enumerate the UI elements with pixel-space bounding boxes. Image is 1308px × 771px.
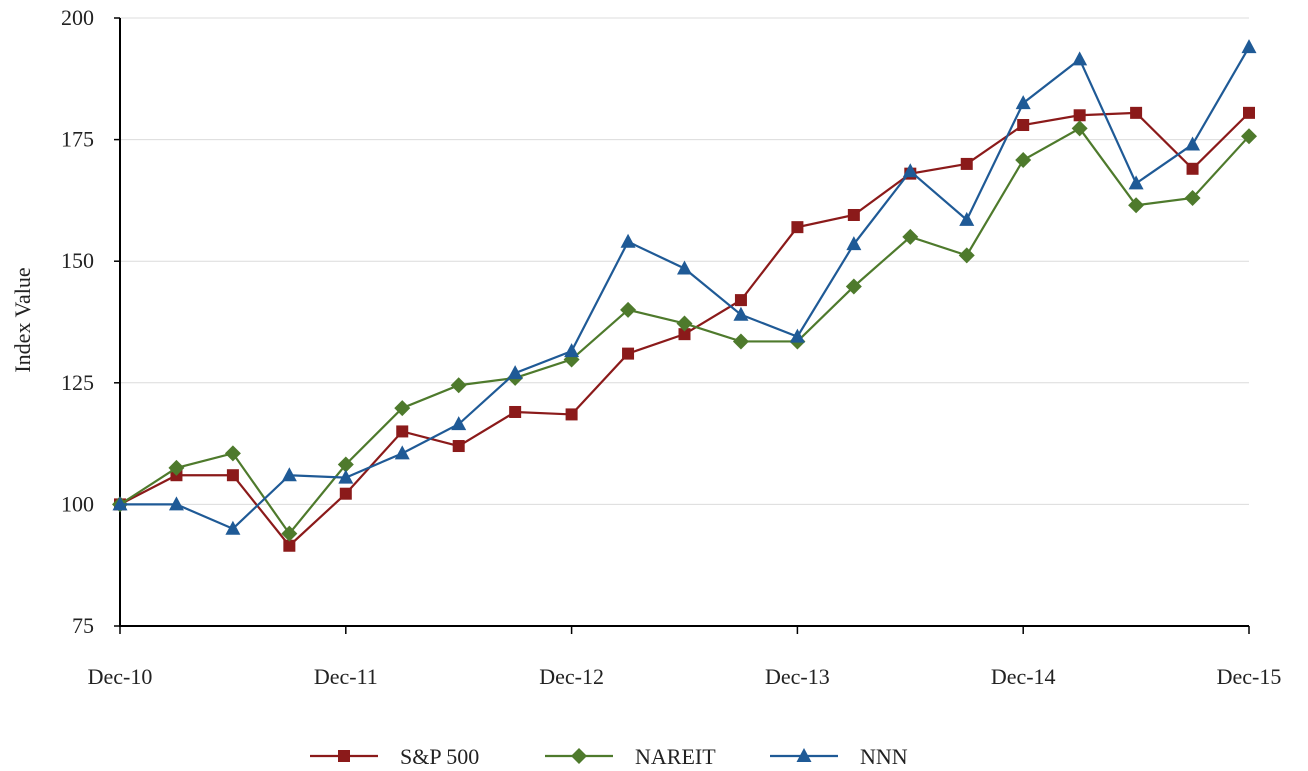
data-point xyxy=(281,467,297,482)
data-point xyxy=(960,157,973,170)
data-point xyxy=(789,328,805,343)
data-point xyxy=(1073,109,1086,122)
legend-marker xyxy=(338,750,350,762)
data-point xyxy=(283,539,296,552)
data-point xyxy=(1185,136,1201,151)
data-point xyxy=(168,496,184,511)
data-point xyxy=(1128,197,1145,214)
data-point xyxy=(732,333,749,350)
x-tick-label: Dec-15 xyxy=(1217,664,1282,689)
y-tick-label: 175 xyxy=(61,127,94,152)
legend-item: S&P 500 xyxy=(310,744,479,769)
y-tick-labels: 75 100 125 150 175 200 xyxy=(61,5,120,638)
data-point xyxy=(224,445,241,462)
data-point xyxy=(394,445,410,460)
data-point xyxy=(676,315,693,332)
legend-item: NNN xyxy=(770,744,908,769)
data-point xyxy=(565,408,578,421)
x-tick-labels: Dec-10 Dec-11 Dec-12 Dec-13 Dec-14 Dec-15 xyxy=(88,626,1282,689)
data-point xyxy=(338,469,354,484)
data-point xyxy=(902,163,918,178)
data-point xyxy=(507,365,523,380)
data-point xyxy=(112,496,128,511)
data-point xyxy=(1241,39,1257,54)
data-point xyxy=(959,211,975,226)
data-point xyxy=(281,525,298,542)
data-point xyxy=(452,440,465,453)
y-tick-label: 125 xyxy=(61,370,94,395)
data-point xyxy=(845,278,862,295)
legend: S&P 500 NAREIT NNN xyxy=(310,744,908,769)
data-point xyxy=(847,208,860,221)
data-point xyxy=(394,400,411,417)
data-point xyxy=(958,247,975,264)
data-point xyxy=(846,236,862,251)
y-axis-title: Index Value xyxy=(10,267,35,372)
series-triangle xyxy=(112,39,1257,535)
data-point xyxy=(678,328,691,341)
data-point xyxy=(451,416,467,431)
data-point xyxy=(791,221,804,234)
legend-label: NAREIT xyxy=(635,744,716,769)
data-point xyxy=(620,233,636,248)
data-point xyxy=(168,459,185,476)
x-tick-label: Dec-10 xyxy=(88,664,153,689)
data-point xyxy=(1015,95,1031,110)
data-point xyxy=(1241,128,1257,145)
data-point xyxy=(1015,152,1032,169)
data-point xyxy=(677,260,692,275)
data-point xyxy=(1130,106,1143,119)
legend-marker xyxy=(796,748,812,762)
data-point xyxy=(733,306,749,321)
data-point xyxy=(734,294,747,307)
y-tick-label: 75 xyxy=(72,613,94,638)
series-diamond xyxy=(112,120,1257,542)
data-point xyxy=(620,301,637,318)
y-tick-label: 200 xyxy=(61,5,94,30)
data-point xyxy=(1186,162,1199,175)
x-tick-label: Dec-12 xyxy=(539,664,604,689)
data-point xyxy=(509,405,522,418)
data-point xyxy=(1072,51,1088,66)
data-point xyxy=(1071,120,1088,137)
data-point xyxy=(1184,189,1201,206)
x-tick-label: Dec-14 xyxy=(991,664,1056,689)
axes xyxy=(119,18,1249,627)
series-layer xyxy=(112,39,1257,552)
y-tick-label: 150 xyxy=(61,248,94,273)
data-point xyxy=(225,520,241,535)
data-point xyxy=(339,487,352,500)
x-tick-label: Dec-13 xyxy=(765,664,830,689)
data-point xyxy=(226,469,239,482)
y-tick-label: 100 xyxy=(61,491,94,516)
legend-label: S&P 500 xyxy=(400,744,479,769)
data-point xyxy=(1128,175,1144,190)
data-point xyxy=(396,425,409,438)
x-tick-label: Dec-11 xyxy=(314,664,378,689)
data-point xyxy=(622,347,635,360)
data-point xyxy=(450,377,467,394)
data-point xyxy=(1017,119,1030,132)
legend-marker xyxy=(571,748,587,764)
data-point xyxy=(1243,106,1255,119)
data-point xyxy=(902,228,919,245)
data-point xyxy=(337,456,354,473)
data-point xyxy=(564,343,580,358)
legend-item: NAREIT xyxy=(545,744,716,769)
legend-label: NNN xyxy=(860,744,908,769)
